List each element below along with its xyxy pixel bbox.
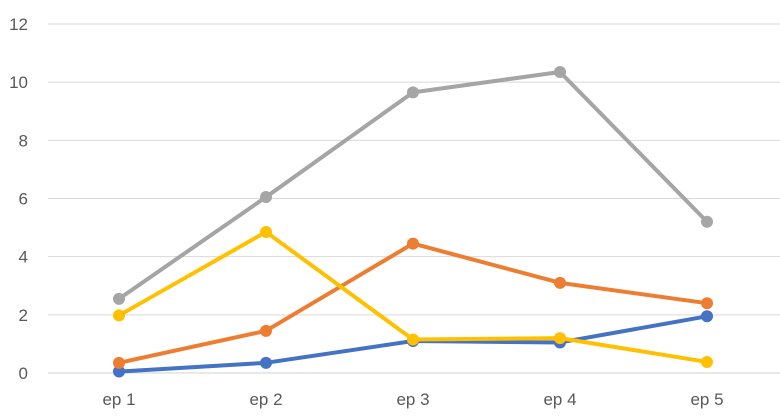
- series-group: [113, 65, 713, 378]
- gridlines: [48, 23, 780, 374]
- y-tick-label: 10: [9, 73, 28, 92]
- x-axis-tick-labels: ep 1 ep 2 ep 3 ep 4 ep 5: [102, 390, 723, 409]
- data-point: [554, 332, 566, 345]
- data-point: [407, 237, 419, 250]
- x-tick-label: ep 1: [102, 390, 135, 409]
- data-point: [260, 324, 272, 337]
- x-tick-label: ep 3: [396, 390, 429, 409]
- data-point: [113, 356, 125, 369]
- data-point: [260, 191, 272, 204]
- data-point: [701, 215, 713, 228]
- data-point: [260, 356, 272, 369]
- data-point: [407, 333, 419, 346]
- series-4: [113, 225, 713, 368]
- y-tick-label: 6: [19, 190, 28, 209]
- x-tick-label: ep 5: [690, 390, 723, 409]
- y-tick-label: 8: [19, 131, 28, 150]
- data-point: [701, 297, 713, 310]
- data-point: [407, 86, 419, 99]
- x-tick-label: ep 4: [543, 390, 576, 409]
- y-tick-label: 4: [19, 248, 28, 267]
- data-point: [554, 276, 566, 289]
- data-point: [701, 310, 713, 323]
- y-axis-tick-labels: 0 2 4 6 8 10 12: [9, 15, 28, 383]
- data-point: [113, 309, 125, 322]
- data-point: [554, 65, 566, 78]
- y-tick-label: 0: [19, 364, 28, 383]
- data-point: [113, 292, 125, 305]
- y-tick-label: 12: [9, 15, 28, 34]
- x-tick-label: ep 2: [249, 390, 282, 409]
- data-point: [701, 355, 713, 368]
- data-point: [113, 365, 125, 378]
- data-point: [260, 225, 272, 238]
- series-2: [113, 237, 713, 369]
- series-3: [113, 65, 713, 305]
- y-tick-label: 2: [19, 306, 28, 325]
